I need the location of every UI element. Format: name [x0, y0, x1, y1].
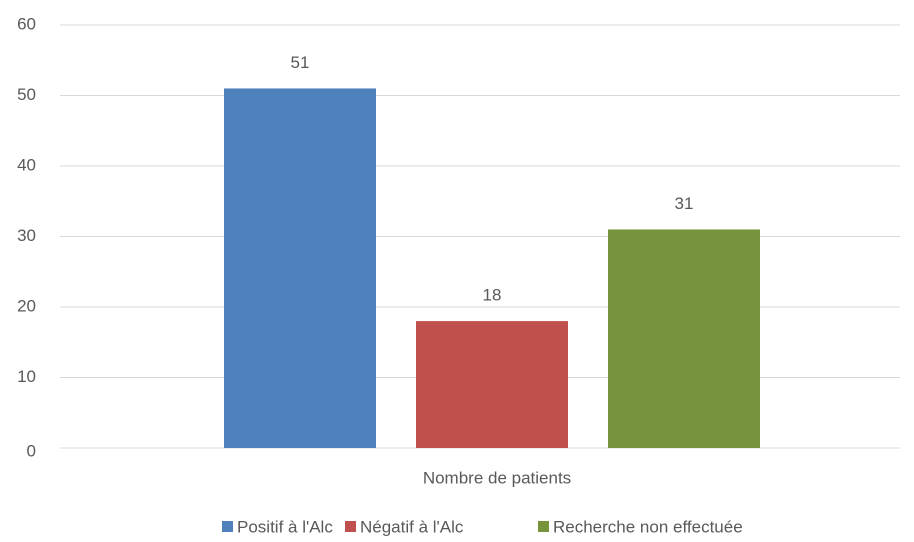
legend-swatch	[345, 521, 356, 532]
y-tick-label: 30	[17, 226, 36, 245]
legend-label: Recherche non effectuée	[553, 517, 743, 536]
y-tick-label: 20	[17, 296, 36, 315]
bar	[608, 229, 760, 448]
data-label: 51	[291, 53, 310, 72]
bar	[416, 321, 568, 448]
data-label: 18	[483, 286, 502, 305]
y-tick-label: 40	[17, 155, 36, 174]
legend-label: Positif à l'Alc	[237, 517, 333, 536]
bar	[224, 88, 376, 448]
y-tick-label: 50	[17, 85, 36, 104]
legend-swatch	[222, 521, 233, 532]
legend-swatch	[538, 521, 549, 532]
data-label: 31	[675, 194, 694, 213]
legend-label: Négatif à l'Alc	[360, 517, 464, 536]
y-tick-label: 10	[17, 367, 36, 386]
y-tick-label: 0	[27, 441, 36, 460]
x-tick-label: Nombre de patients	[423, 468, 571, 487]
y-tick-label: 60	[17, 14, 36, 33]
